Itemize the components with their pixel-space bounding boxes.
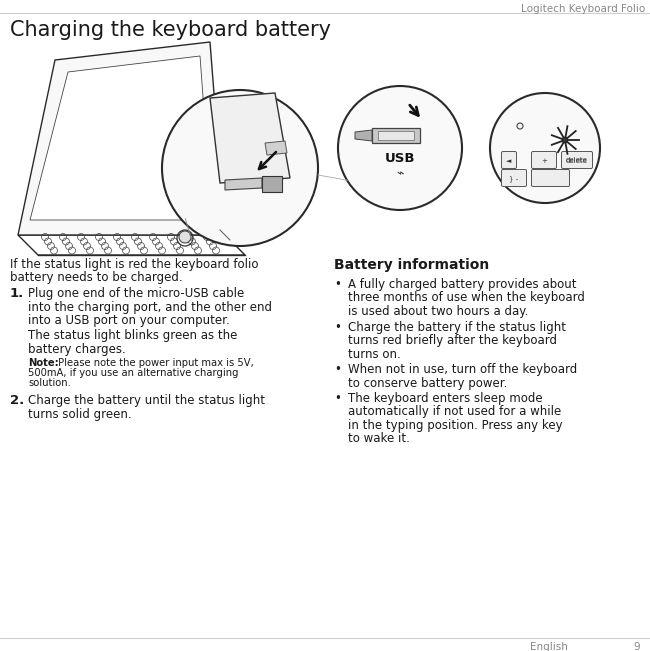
Text: •: • xyxy=(334,320,341,333)
Polygon shape xyxy=(30,56,212,220)
Text: 2.: 2. xyxy=(10,395,24,408)
Text: battery needs to be charged.: battery needs to be charged. xyxy=(10,271,183,284)
Text: turns on.: turns on. xyxy=(348,348,401,361)
Text: +: + xyxy=(541,158,547,164)
Text: to conserve battery power.: to conserve battery power. xyxy=(348,376,508,389)
Text: Logitech Keyboard Folio: Logitech Keyboard Folio xyxy=(521,4,645,14)
Text: Charge the battery if the status light: Charge the battery if the status light xyxy=(348,320,566,333)
Text: into a USB port on your computer.: into a USB port on your computer. xyxy=(28,314,229,327)
Text: If the status light is red the keyboard folio: If the status light is red the keyboard … xyxy=(10,258,259,271)
Text: The status light blinks green as the: The status light blinks green as the xyxy=(28,329,237,342)
FancyBboxPatch shape xyxy=(502,152,517,169)
Circle shape xyxy=(162,90,318,246)
Polygon shape xyxy=(355,130,372,141)
Text: into the charging port, and the other end: into the charging port, and the other en… xyxy=(28,301,272,314)
Circle shape xyxy=(562,137,568,143)
Text: turns red briefly after the keyboard: turns red briefly after the keyboard xyxy=(348,334,557,347)
FancyBboxPatch shape xyxy=(532,169,569,186)
Text: three months of use when the keyboard: three months of use when the keyboard xyxy=(348,292,585,305)
Text: English: English xyxy=(530,642,568,651)
Text: Charge the battery until the status light: Charge the battery until the status ligh… xyxy=(28,395,265,408)
Text: turns solid green.: turns solid green. xyxy=(28,408,131,421)
Circle shape xyxy=(338,86,462,210)
Text: •: • xyxy=(334,363,341,376)
Text: Please note the power input max is 5V,: Please note the power input max is 5V, xyxy=(55,357,254,368)
Polygon shape xyxy=(225,178,262,190)
Text: to wake it.: to wake it. xyxy=(348,432,410,445)
Polygon shape xyxy=(265,141,287,155)
Text: When not in use, turn off the keyboard: When not in use, turn off the keyboard xyxy=(348,363,577,376)
Circle shape xyxy=(490,93,600,203)
Text: solution.: solution. xyxy=(28,378,71,388)
Text: delete: delete xyxy=(566,158,588,164)
Text: 9: 9 xyxy=(633,642,640,651)
Polygon shape xyxy=(378,131,414,140)
Text: Plug one end of the micro-USB cable: Plug one end of the micro-USB cable xyxy=(28,287,244,300)
Polygon shape xyxy=(210,93,290,183)
Polygon shape xyxy=(18,42,225,235)
Text: A fully charged battery provides about: A fully charged battery provides about xyxy=(348,278,577,291)
FancyBboxPatch shape xyxy=(502,169,526,186)
Polygon shape xyxy=(372,128,420,143)
FancyBboxPatch shape xyxy=(562,152,593,169)
Text: ⌁: ⌁ xyxy=(396,167,404,180)
Text: delete: delete xyxy=(566,157,588,163)
Text: USB: USB xyxy=(385,152,415,165)
Circle shape xyxy=(179,231,191,243)
Text: automatically if not used for a while: automatically if not used for a while xyxy=(348,406,561,419)
Text: Note:: Note: xyxy=(28,357,58,368)
Text: Charging the keyboard battery: Charging the keyboard battery xyxy=(10,20,331,40)
Text: is used about two hours a day.: is used about two hours a day. xyxy=(348,305,528,318)
Text: } -: } - xyxy=(510,176,519,182)
Text: Battery information: Battery information xyxy=(334,258,489,272)
Text: 500mA, if you use an alternative charging: 500mA, if you use an alternative chargin… xyxy=(28,368,239,378)
Text: •: • xyxy=(334,392,341,405)
Text: •: • xyxy=(334,278,341,291)
Text: battery charges.: battery charges. xyxy=(28,343,125,356)
Text: in the typing position. Press any key: in the typing position. Press any key xyxy=(348,419,563,432)
Text: The keyboard enters sleep mode: The keyboard enters sleep mode xyxy=(348,392,543,405)
Text: ◄: ◄ xyxy=(506,158,512,164)
Text: 1.: 1. xyxy=(10,287,24,300)
FancyBboxPatch shape xyxy=(532,152,556,169)
Polygon shape xyxy=(262,176,282,192)
